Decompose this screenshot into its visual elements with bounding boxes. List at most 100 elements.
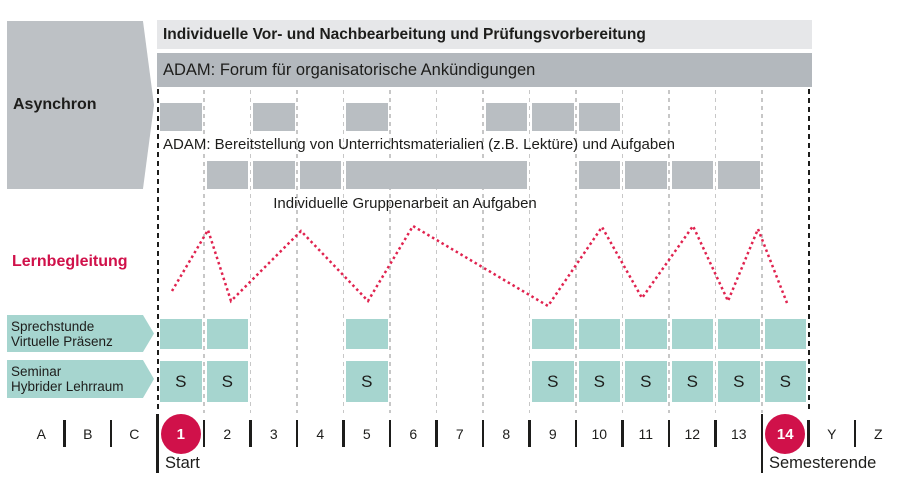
seminar-block-week-13: S xyxy=(718,361,760,402)
timeline-label-A: A xyxy=(36,426,46,442)
timeline-tick xyxy=(249,420,252,447)
timeline-tick xyxy=(528,420,531,447)
forum-block-week-1 xyxy=(160,103,202,131)
seminar-block-week-1: S xyxy=(160,361,202,402)
week-boundary-line xyxy=(714,90,717,413)
lernbegleitung-label: Lernbegleitung xyxy=(12,253,128,270)
timeline-tick xyxy=(574,420,578,447)
sprechstunde-block-week-12 xyxy=(671,319,713,349)
timeline-label-week-6: 6 xyxy=(409,426,418,442)
seminar-block-week-9: S xyxy=(532,361,574,402)
semester-start-dashed-line xyxy=(156,89,159,413)
semester-start-line xyxy=(156,414,159,473)
sprechstunde-block-week-2 xyxy=(206,319,248,349)
materials-annotation: ADAM: Bereitstellung von Unterrichtsmate… xyxy=(163,136,675,153)
forum-block-week-8 xyxy=(485,103,527,131)
timeline-tick xyxy=(295,420,299,447)
semester-end-dashed-line xyxy=(807,89,810,413)
sprechstunde-block-week-11 xyxy=(625,319,667,349)
timeline-label-Y: Y xyxy=(827,426,837,442)
timeline-tick xyxy=(853,420,857,447)
timeline-label-week-8: 8 xyxy=(502,426,511,442)
seminar-block-week-10: S xyxy=(578,361,620,402)
timeline-label-B: B xyxy=(83,426,93,442)
asynchron-text: Asynchron xyxy=(13,96,97,113)
sprechstunde-block-week-13 xyxy=(718,319,760,349)
timeline-tick xyxy=(621,420,624,447)
forum-block-week-3 xyxy=(253,103,295,131)
timeline-tick xyxy=(342,420,345,447)
timeline-label-week-12: 12 xyxy=(684,426,701,442)
timeline-label-C: C xyxy=(129,426,140,442)
materials-block-week-13 xyxy=(718,161,760,189)
forum-bar: ADAM: Forum für organisatorische Ankündi… xyxy=(157,53,812,87)
week-boundary-line xyxy=(203,90,205,413)
prep-bar-text: Individuelle Vor- und Nachbearbeitung un… xyxy=(163,25,646,43)
forum-block-week-9 xyxy=(532,103,574,131)
end-label: Semesterende xyxy=(769,454,877,472)
materials-block-week-12 xyxy=(671,161,713,189)
materials-block-week-3 xyxy=(253,161,295,189)
week-boundary-line xyxy=(342,90,345,413)
timeline-label-week-11: 11 xyxy=(638,426,654,442)
forum-block-week-5 xyxy=(346,103,388,131)
prep-bar: Individuelle Vor- und Nachbearbeitung un… xyxy=(157,20,812,49)
sprechstunde-text-line2: Virtuelle Präsenz xyxy=(11,333,113,349)
start-label: Start xyxy=(165,454,200,472)
sprechstunde-text-line1: Sprechstunde xyxy=(11,318,95,334)
forum-block-week-10 xyxy=(578,103,620,131)
timeline-label-week-10: 10 xyxy=(591,426,608,442)
timeline-tick xyxy=(714,420,717,447)
timeline-tick xyxy=(63,420,66,447)
timeline-label-Z: Z xyxy=(873,426,883,442)
week-boundary-line xyxy=(575,90,577,413)
materials-block-week-2 xyxy=(206,161,248,189)
week-boundary-line xyxy=(761,90,763,413)
sprechstunde-block-week-5 xyxy=(346,319,388,349)
timeline-label-week-3: 3 xyxy=(269,426,278,442)
week-boundary-line xyxy=(482,90,484,413)
timeline-tick xyxy=(435,420,438,447)
seminar-block-week-14: S xyxy=(764,361,806,402)
seminar-block-week-5: S xyxy=(346,361,388,402)
seminar-block-week-12: S xyxy=(671,361,713,402)
timeline-tick xyxy=(807,420,810,447)
seminar-text-line1: Seminar xyxy=(11,364,62,379)
timeline-label-week-13: 13 xyxy=(730,426,747,442)
groupwork-annotation: Individuelle Gruppenarbeit an Aufgaben xyxy=(273,195,537,212)
materials-block-week-11 xyxy=(625,161,667,189)
timeline-label-week-9: 9 xyxy=(548,426,557,442)
week-boundary-line xyxy=(668,90,670,413)
timeline-label-week-5: 5 xyxy=(362,426,371,442)
timeline-tick xyxy=(667,420,671,447)
timeline-tick xyxy=(109,420,113,447)
sprechstunde-block-week-9 xyxy=(532,319,574,349)
sprechstunde-arrow-label: Sprechstunde Virtuelle Präsenz xyxy=(7,315,154,352)
week-boundary-line xyxy=(528,90,531,413)
week-boundary-line xyxy=(296,90,298,413)
asynchron-arrow-label: Asynchron xyxy=(7,21,154,189)
materials-block-week-5-to-8 xyxy=(346,161,527,189)
seminar-block-week-2: S xyxy=(206,361,248,402)
week-boundary-line xyxy=(389,90,391,413)
forum-bar-text: ADAM: Forum für organisatorische Ankündi… xyxy=(163,60,536,79)
materials-block-week-4 xyxy=(299,161,341,189)
week-14-marker: 14 xyxy=(765,414,806,454)
timeline-label-week-4: 4 xyxy=(316,426,325,442)
materials-block-week-10 xyxy=(578,161,620,189)
sprechstunde-block-week-10 xyxy=(578,319,620,349)
timeline-label-week-7: 7 xyxy=(455,426,464,442)
seminar-text-line2: Hybrider Lehrraum xyxy=(11,379,124,394)
week-boundary-line xyxy=(621,90,624,413)
week-boundary-line xyxy=(435,90,438,413)
semester-end-line xyxy=(760,414,764,473)
seminar-block-week-11: S xyxy=(625,361,667,402)
week-1-marker: 1 xyxy=(160,414,201,454)
week-boundary-line xyxy=(249,90,252,413)
timeline-tick xyxy=(481,420,485,447)
timeline-tick xyxy=(202,420,206,447)
timeline-label-week-2: 2 xyxy=(223,426,232,442)
sprechstunde-block-week-14 xyxy=(764,319,806,349)
